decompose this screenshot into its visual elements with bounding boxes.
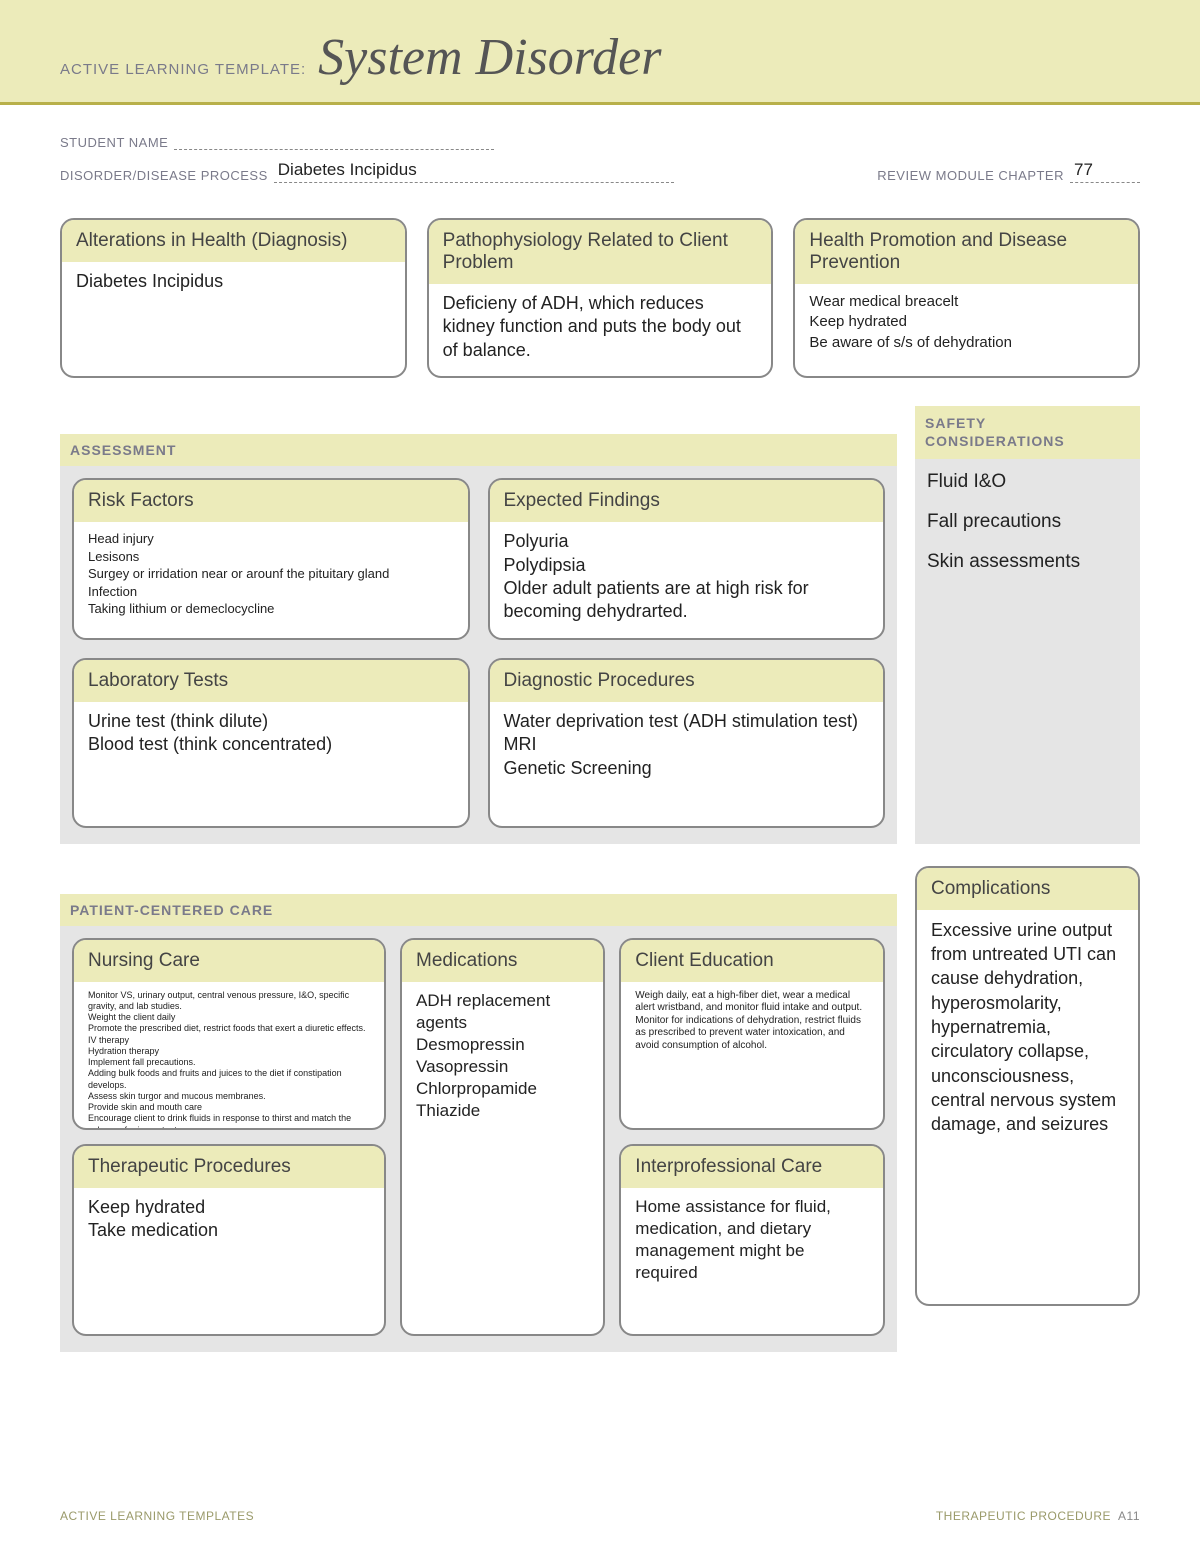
therapeutic-procedures-body: Keep hydratedTake medication [74,1188,384,1257]
page-footer: ACTIVE LEARNING TEMPLATES THERAPEUTIC PR… [60,1509,1140,1523]
health-promotion-title: Health Promotion and Disease Prevention [795,220,1138,284]
safety-label: SAFETY CONSIDERATIONS [915,406,1140,458]
header-band: ACTIVE LEARNING TEMPLATE: System Disorde… [0,0,1200,105]
risk-factors-body: Head injuryLesisonsSurgey or irridation … [74,522,468,632]
assessment-section: ASSESSMENT Risk Factors Head injuryLesis… [60,434,897,844]
diagnostic-procedures-title: Diagnostic Procedures [490,660,884,702]
disorder-field-wrap: DISORDER/DISEASE PROCESS Diabetes Incipi… [60,160,674,183]
medications-box: Medications ADH replacement agentsDesmop… [400,938,605,1336]
content-area: STUDENT NAME DISORDER/DISEASE PROCESS Di… [0,105,1200,1352]
health-promotion-box: Health Promotion and Disease Prevention … [793,218,1140,378]
student-name-input[interactable] [174,147,494,150]
assessment-label: ASSESSMENT [60,434,897,466]
complications-body: Excessive urine output from untreated UT… [917,910,1138,1151]
safety-item: Skin assessments [927,551,1128,573]
complications-column: Complications Excessive urine output fro… [915,866,1140,1352]
safety-column: SAFETY CONSIDERATIONS Fluid I&O Fall pre… [915,406,1140,844]
lab-tests-box: Laboratory Tests Urine test (think dilut… [72,658,470,828]
interprofessional-care-box: Interprofessional Care Home assistance f… [619,1144,885,1336]
header-label: ACTIVE LEARNING TEMPLATE: [60,61,306,78]
chapter-label: REVIEW MODULE CHAPTER [877,168,1064,183]
nursing-care-title: Nursing Care [74,940,384,982]
interprofessional-care-body: Home assistance for fluid, medication, a… [621,1188,883,1298]
footer-right-label: THERAPEUTIC PROCEDURE [936,1509,1111,1523]
lab-tests-body: Urine test (think dilute)Blood test (thi… [74,702,468,771]
form-row-2: DISORDER/DISEASE PROCESS Diabetes Incipi… [60,160,1140,183]
pathophysiology-title: Pathophysiology Related to Client Proble… [429,220,772,284]
header-title: System Disorder [318,28,661,87]
complications-title: Complications [917,868,1138,910]
interprofessional-care-title: Interprofessional Care [621,1146,883,1188]
client-education-body: Weigh daily, eat a high-fiber diet, wear… [621,982,883,1067]
client-education-box: Client Education Weigh daily, eat a high… [619,938,885,1130]
pcc-section-wrap: PATIENT-CENTERED CARE Nursing Care Monit… [60,866,897,1352]
safety-body: Fluid I&O Fall precautions Skin assessme… [915,459,1140,603]
pcc-col-1: Nursing Care Monitor VS, urinary output,… [72,938,386,1336]
diagnostic-procedures-box: Diagnostic Procedures Water deprivation … [488,658,886,828]
footer-page-number: A11 [1118,1509,1140,1523]
pcc-label: PATIENT-CENTERED CARE [60,894,897,926]
assessment-grid-1: Risk Factors Head injuryLesisonsSurgey o… [72,478,885,640]
disorder-label: DISORDER/DISEASE PROCESS [60,168,268,183]
chapter-input[interactable]: 77 [1070,160,1140,183]
client-education-title: Client Education [621,940,883,982]
pcc-grid: Nursing Care Monitor VS, urinary output,… [72,938,885,1336]
assessment-row: ASSESSMENT Risk Factors Head injuryLesis… [60,406,1140,844]
pcc-col-3: Client Education Weigh daily, eat a high… [619,938,885,1336]
top-box-row: Alterations in Health (Diagnosis) Diabet… [60,218,1140,378]
pathophysiology-box: Pathophysiology Related to Client Proble… [427,218,774,378]
expected-findings-title: Expected Findings [490,480,884,522]
alterations-title: Alterations in Health (Diagnosis) [62,220,405,262]
form-row-1: STUDENT NAME [60,135,1140,150]
footer-left: ACTIVE LEARNING TEMPLATES [60,1509,254,1523]
footer-right: THERAPEUTIC PROCEDURE A11 [936,1509,1140,1523]
chapter-field-wrap: REVIEW MODULE CHAPTER 77 [877,160,1140,183]
assessment-section-wrap: ASSESSMENT Risk Factors Head injuryLesis… [60,406,897,844]
student-name-label: STUDENT NAME [60,135,168,150]
alterations-box: Alterations in Health (Diagnosis) Diabet… [60,218,407,378]
therapeutic-procedures-box: Therapeutic Procedures Keep hydratedTake… [72,1144,386,1336]
disorder-input[interactable]: Diabetes Incipidus [274,160,674,183]
therapeutic-procedures-title: Therapeutic Procedures [74,1146,384,1188]
safety-box: SAFETY CONSIDERATIONS Fluid I&O Fall pre… [915,406,1140,844]
risk-factors-title: Risk Factors [74,480,468,522]
safety-item: Fluid I&O [927,471,1128,493]
assessment-grid-2: Laboratory Tests Urine test (think dilut… [72,658,885,828]
pathophysiology-body: Deficieny of ADH, which reduces kidney f… [429,284,772,376]
pcc-col-2: Medications ADH replacement agentsDesmop… [400,938,605,1336]
diagnostic-procedures-body: Water deprivation test (ADH stimulation … [490,702,884,794]
pcc-section: PATIENT-CENTERED CARE Nursing Care Monit… [60,894,897,1352]
nursing-care-body: Monitor VS, urinary output, central veno… [74,982,384,1130]
expected-findings-box: Expected Findings PolyuriaPolydipsiaOlde… [488,478,886,640]
risk-factors-box: Risk Factors Head injuryLesisonsSurgey o… [72,478,470,640]
nursing-care-box: Nursing Care Monitor VS, urinary output,… [72,938,386,1130]
pcc-row: PATIENT-CENTERED CARE Nursing Care Monit… [60,866,1140,1352]
health-promotion-body: Wear medical breaceltKeep hydratedBe awa… [795,284,1138,367]
lab-tests-title: Laboratory Tests [74,660,468,702]
safety-item: Fall precautions [927,511,1128,533]
medications-title: Medications [402,940,603,982]
expected-findings-body: PolyuriaPolydipsiaOlder adult patients a… [490,522,884,638]
complications-box: Complications Excessive urine output fro… [915,866,1140,1306]
alterations-body: Diabetes Incipidus [62,262,405,307]
medications-body: ADH replacement agentsDesmopressinVasopr… [402,982,603,1137]
student-name-field-wrap: STUDENT NAME [60,135,494,150]
